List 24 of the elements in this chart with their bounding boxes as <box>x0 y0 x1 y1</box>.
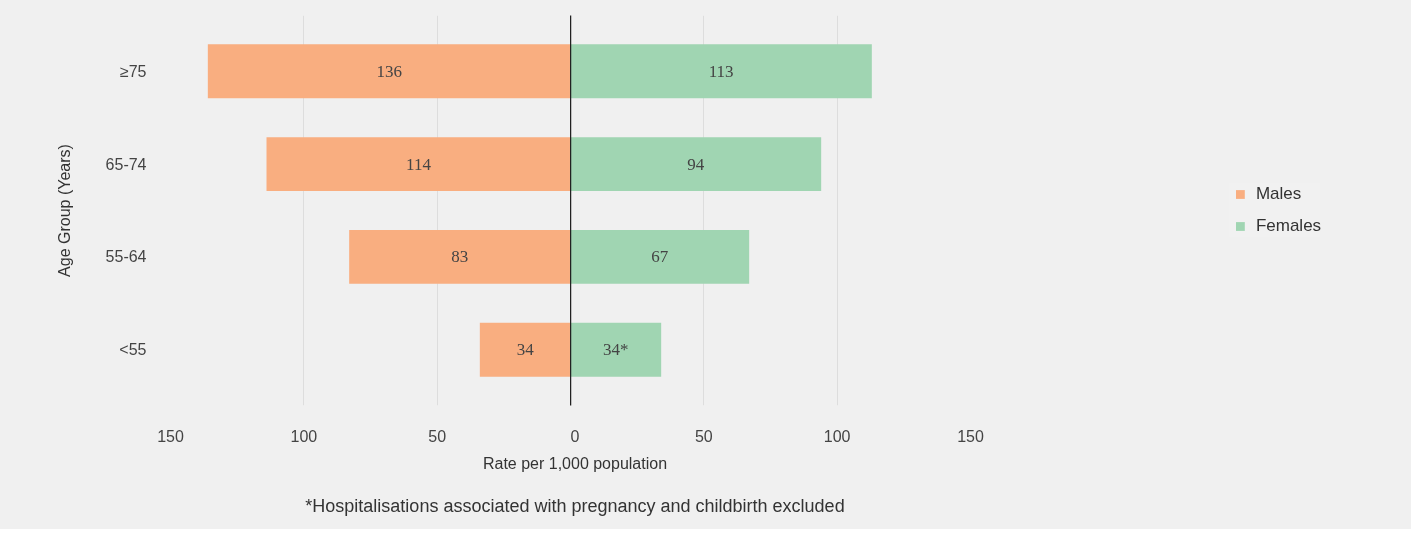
x-tick-label: 150 <box>957 427 984 445</box>
legend-label: Females <box>1255 216 1322 236</box>
data-label: 34 <box>516 340 535 360</box>
y-tick-label: <55 <box>119 341 147 359</box>
x-tick-label: 100 <box>290 427 318 445</box>
text: *Hospitalisations associated with pregnancy and childbirth excluded <box>305 494 845 518</box>
x-tick-label: 150 <box>157 427 184 445</box>
x-tick-label: 50 <box>428 427 447 445</box>
data-label: 113 <box>708 61 734 81</box>
data-label: 34* <box>603 340 629 360</box>
y-tick-label: 65-74 <box>105 155 147 173</box>
legend-label: Males <box>1255 184 1302 204</box>
y-tick-label: 55-64 <box>105 248 147 266</box>
data-label: 94 <box>687 154 705 174</box>
data-label: 136 <box>376 61 402 81</box>
x-tick-label: 100 <box>823 427 851 445</box>
data-label: 114 <box>406 154 432 174</box>
data-label: 83 <box>451 247 469 267</box>
x-tick-label: 50 <box>694 427 713 445</box>
data-label: 67 <box>651 247 669 267</box>
x-axis-title: Rate per 1,000 population <box>482 454 668 474</box>
y-axis-title: Age Group (Years) <box>55 144 73 277</box>
x-tick-label: 0 <box>570 427 580 445</box>
y-tick-label: ≥75 <box>119 62 147 80</box>
